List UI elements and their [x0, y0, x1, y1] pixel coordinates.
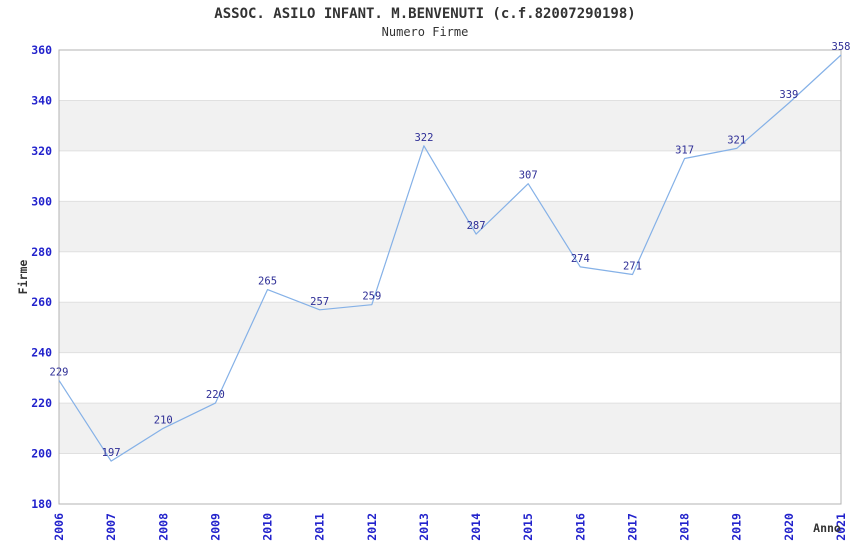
y-tick-label: 260	[31, 295, 52, 309]
x-tick-label: 2010	[261, 513, 275, 541]
x-tick-label: 2017	[625, 513, 639, 541]
x-tick-label: 2008	[156, 513, 170, 541]
chart-subtitle: Numero Firme	[381, 25, 469, 39]
plot-border	[58, 49, 842, 505]
data-point-label: 307	[519, 170, 538, 182]
y-tick-label: 360	[31, 43, 52, 57]
y-axis-title: Firme	[16, 260, 30, 295]
x-tick-label: 2011	[313, 513, 327, 541]
data-point-label: 287	[467, 220, 486, 232]
data-point-label: 321	[727, 134, 746, 146]
y-tick-label: 340	[31, 93, 52, 107]
chart-title: ASSOC. ASILO INFANT. M.BENVENUTI (c.f.82…	[214, 6, 636, 22]
x-tick-label: 2013	[417, 513, 431, 541]
y-tick-label: 280	[31, 245, 52, 259]
y-tick-label: 240	[31, 346, 52, 360]
x-tick-label: 2007	[104, 513, 118, 541]
x-tick-label: 2020	[782, 513, 796, 541]
y-tick-label: 180	[31, 497, 52, 511]
x-tick-label: 2012	[365, 513, 379, 541]
x-tick-label: 2009	[208, 513, 222, 541]
data-point-label: 339	[779, 89, 798, 101]
x-tick-label: 2021	[834, 513, 848, 541]
x-tick-label: 2016	[573, 513, 587, 541]
grid-band	[59, 403, 841, 454]
x-tick-label: 2018	[678, 513, 692, 541]
data-point-label: 259	[362, 291, 381, 303]
y-tick-label: 300	[31, 194, 52, 208]
grid-band	[59, 201, 841, 252]
data-point-label: 358	[832, 41, 850, 53]
x-tick-label: 2019	[730, 513, 744, 541]
data-point-label: 317	[675, 144, 694, 156]
x-axis-title: Anno	[813, 521, 841, 535]
data-point-label: 257	[310, 296, 329, 308]
data-line	[58, 54, 842, 462]
data-point-label: 322	[414, 132, 433, 144]
y-tick-label: 200	[31, 447, 52, 461]
grid-band	[59, 302, 841, 353]
grid-band	[59, 100, 841, 151]
data-point-label: 265	[258, 276, 277, 288]
y-tick-label: 320	[31, 144, 52, 158]
data-point-label: 271	[623, 260, 642, 272]
data-point-label: 197	[102, 447, 121, 459]
x-tick-label: 2014	[469, 513, 483, 541]
data-point-label: 229	[50, 366, 69, 378]
data-point-label: 220	[206, 389, 225, 401]
x-tick-label: 2006	[52, 513, 66, 541]
x-tick-label: 2015	[521, 513, 535, 541]
data-point-label: 274	[571, 253, 590, 265]
data-point-label: 210	[154, 414, 173, 426]
y-tick-label: 220	[31, 396, 52, 410]
